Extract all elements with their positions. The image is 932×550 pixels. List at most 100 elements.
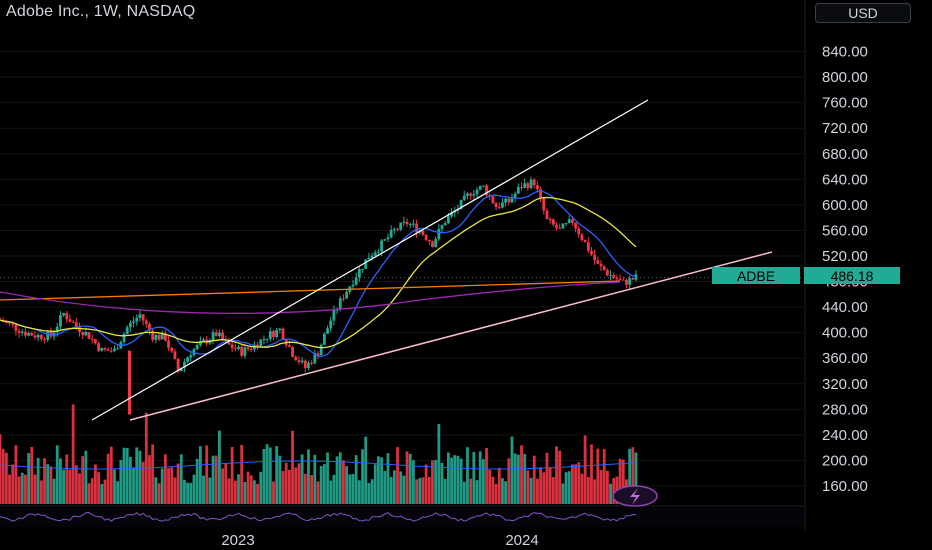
candle-body <box>386 237 390 240</box>
volume-bar <box>389 476 393 504</box>
volume-bar <box>275 446 279 504</box>
candle-body <box>494 203 498 208</box>
volume-bar <box>596 448 600 504</box>
volume-bar <box>605 470 609 504</box>
volume-bar <box>405 451 409 504</box>
volume-bar <box>36 457 40 504</box>
candle-body <box>163 333 167 341</box>
volume-bar <box>284 462 288 504</box>
volume-bar <box>192 474 196 504</box>
volume-bar <box>326 452 329 504</box>
candle-body <box>303 360 307 369</box>
candle-body <box>497 207 501 209</box>
currency-button[interactable]: USD <box>815 3 911 23</box>
volume-bar <box>59 458 62 504</box>
candle-body <box>310 362 314 364</box>
candle-body <box>389 229 393 238</box>
volume-bar <box>237 474 240 504</box>
candle-body <box>167 340 170 348</box>
volume-bar <box>14 445 18 504</box>
volume-bar <box>618 458 622 504</box>
candle-body <box>287 345 291 347</box>
candle-body <box>157 334 161 340</box>
candle-body <box>81 332 85 336</box>
candle-body <box>618 279 622 281</box>
volume-bar <box>43 458 46 504</box>
candle-body <box>62 313 65 316</box>
volume-bar <box>246 471 250 504</box>
volume-bar <box>437 423 441 504</box>
volume-bar <box>189 482 193 504</box>
candle-body <box>564 223 568 225</box>
ma-yellow-line <box>0 196 637 349</box>
volume-bar <box>536 478 539 504</box>
volume-ma-line <box>0 460 637 470</box>
candle-body <box>55 326 59 333</box>
candle-body <box>431 241 434 248</box>
y-axis-label: 840.00 <box>822 44 868 61</box>
volume-bar <box>24 474 27 504</box>
volume-bar <box>303 473 307 504</box>
volume-bar <box>116 481 120 504</box>
volume-bar <box>523 453 527 504</box>
volume-bar <box>256 483 259 504</box>
volume-bar <box>249 475 253 504</box>
volume-bar <box>195 458 199 504</box>
candle-body <box>364 259 368 269</box>
candle-body <box>472 194 476 196</box>
y-axis-label: 520.00 <box>822 248 868 265</box>
candle-body <box>536 185 539 190</box>
volume-bar <box>542 472 546 504</box>
volume-bar <box>71 404 75 504</box>
volume-bar <box>342 460 345 504</box>
volume-bar <box>380 457 383 504</box>
candle-body <box>602 266 606 271</box>
y-axis-label: 160.00 <box>822 478 868 495</box>
volume-bar <box>272 481 275 504</box>
volume-bar <box>348 474 352 504</box>
volume-bar <box>307 449 310 504</box>
candle-body <box>504 198 508 203</box>
candle-body <box>87 332 91 339</box>
candle-body <box>46 331 50 340</box>
candle-body <box>49 331 53 337</box>
candle-body <box>450 212 453 217</box>
candle-body <box>342 298 345 300</box>
upper-trendline[interactable] <box>91 99 649 421</box>
volume-bar <box>602 449 606 504</box>
candle-body <box>221 332 224 340</box>
candle-body <box>532 179 536 186</box>
candle-body <box>300 360 304 363</box>
volume-bar <box>218 430 221 504</box>
volume-bar <box>278 455 282 504</box>
volume-bar <box>141 461 145 504</box>
candle-body <box>405 221 409 225</box>
x-axis-label: 2024 <box>505 532 538 549</box>
candle-body <box>144 320 148 324</box>
volume-bar <box>1 448 5 504</box>
volume-bar <box>462 481 466 504</box>
candle-body <box>558 228 562 230</box>
volume-bar <box>418 478 422 504</box>
candle-body <box>628 278 632 285</box>
volume-bar <box>510 436 514 504</box>
candle-body <box>243 347 247 356</box>
volume-bar <box>205 445 209 504</box>
candle-body <box>78 326 81 333</box>
volume-bar <box>494 483 498 504</box>
volume-bar <box>545 452 549 504</box>
volume-bar <box>377 456 380 504</box>
oscillator-line <box>0 511 636 522</box>
volume-bar <box>567 471 571 504</box>
volume-bar <box>577 462 581 504</box>
volume-bar <box>163 454 167 504</box>
volume-bar <box>392 470 396 504</box>
candle-body <box>322 333 326 345</box>
candle-body <box>90 338 94 340</box>
volume-bar <box>287 469 291 504</box>
support-trendline[interactable] <box>129 251 773 421</box>
candle-body <box>396 228 399 230</box>
volume-bar <box>456 455 460 504</box>
volume-bar <box>402 475 406 504</box>
candle-body <box>240 346 244 356</box>
